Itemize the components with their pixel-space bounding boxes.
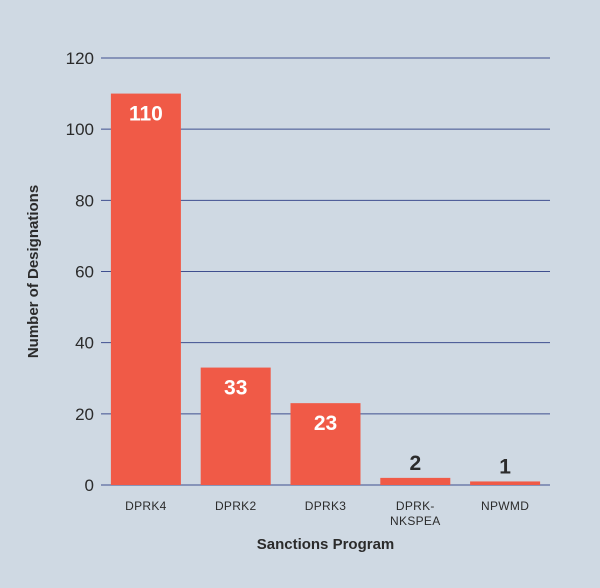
x-tick-label: DPRK-NKSPEA [390,499,441,528]
bar-value-label: 2 [409,452,421,475]
bar [200,367,271,485]
x-axis-title: Sanctions Program [257,536,395,553]
bar [380,477,451,485]
y-tick-label: 100 [66,120,94,139]
y-tick-label: 20 [75,405,94,424]
x-tick-label: DPRK4 [125,499,167,513]
y-tick-label: 80 [75,191,94,210]
y-axis-ticks: 0 20 40 60 80 100 120 [66,49,94,495]
bar [470,481,541,485]
y-tick-label: 0 [85,476,94,495]
x-tick-label: NPWMD [481,499,529,513]
bar-value-label: 33 [224,377,247,400]
y-tick-label: 120 [66,49,94,68]
bar-value-label: 110 [129,103,163,126]
y-axis-title: Number of Designations [25,185,42,358]
x-tick-label: DPRK3 [305,499,347,513]
x-axis-ticks: DPRK4 DPRK2 DPRK3 DPRK-NKSPEA NPWMD [125,499,529,528]
bar-value-label: 23 [314,412,337,435]
y-tick-label: 60 [75,263,94,282]
bars: 110 33 23 2 1 [110,93,541,485]
bar [110,93,181,485]
x-tick-label: DPRK2 [215,499,257,513]
bar-value-label: 1 [499,455,511,478]
y-tick-label: 40 [75,334,94,353]
bar [290,403,361,485]
